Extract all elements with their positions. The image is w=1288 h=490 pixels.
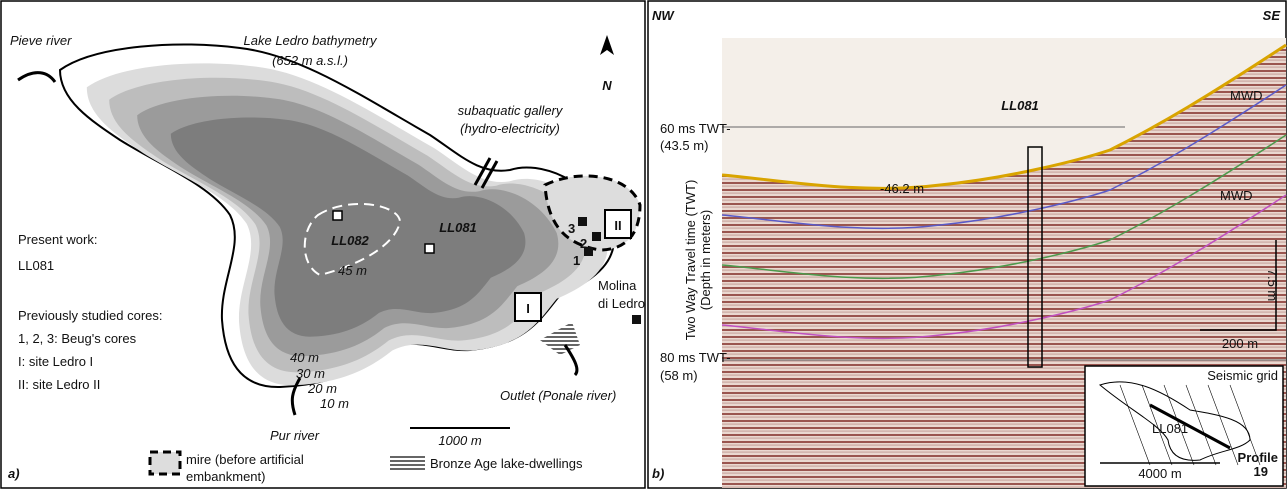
- scale-bars: [1200, 240, 1277, 331]
- scale-label: 1000 m: [438, 433, 482, 448]
- core-marker: [578, 217, 587, 226]
- axis-label: (Depth in meters): [698, 210, 713, 310]
- inset-grid: [1185, 384, 1217, 466]
- note: I: site Ledro I: [18, 354, 93, 369]
- river-arrow: [290, 377, 302, 416]
- core-marker: [332, 210, 343, 221]
- core-marker: [632, 315, 641, 324]
- mire-45m: [303, 202, 402, 277]
- lake-dwellings: [540, 322, 580, 355]
- site-box: [604, 209, 632, 239]
- scale-label: 200 m: [1222, 336, 1258, 351]
- legend-mire: [148, 450, 182, 476]
- note: Present work:: [18, 232, 97, 247]
- label: Outlet (Ponale river): [500, 388, 616, 403]
- site-label: I: [526, 301, 530, 316]
- twt-label: 80 ms TWT-: [660, 350, 731, 365]
- horizon: [721, 134, 1287, 280]
- label: subaquatic gallery: [458, 103, 564, 118]
- legend-dwellings: [390, 456, 425, 470]
- label: (hydro-electricity): [460, 121, 560, 136]
- river-arrow: [563, 344, 579, 377]
- core-number: 2: [580, 236, 587, 251]
- axis-label: Two Way Travel time (TWT): [683, 180, 698, 341]
- town-label: di Ledro: [598, 296, 645, 311]
- horizon: [721, 194, 1287, 340]
- note: II: site Ledro II: [18, 377, 100, 392]
- depth-label: -46.2 m: [880, 181, 924, 196]
- core-marker: [592, 232, 601, 241]
- panel-label: a): [8, 466, 20, 481]
- note: 1, 2, 3: Beug's cores: [18, 331, 137, 346]
- core-label: LL081: [1152, 421, 1188, 436]
- profile-label: Profile: [1238, 450, 1278, 465]
- twt-label: (43.5 m): [660, 138, 708, 153]
- lake-floor: [721, 43, 1287, 190]
- horizon: [721, 84, 1287, 230]
- core-number: 3: [568, 221, 575, 236]
- core-label: LL082: [331, 233, 369, 248]
- inset-grid: [1229, 384, 1261, 466]
- north-label: N: [602, 78, 612, 93]
- legend-text: embankment): [186, 469, 265, 484]
- core-label: LL081: [1001, 98, 1039, 113]
- panel-a-frame: [0, 0, 646, 489]
- core-marker: [584, 247, 593, 256]
- core-label: LL081: [439, 220, 477, 235]
- mwd-label: MWD: [1220, 188, 1253, 203]
- map-subtitle: (652 m a.s.l.): [272, 53, 348, 68]
- inset-grid: [1141, 384, 1173, 466]
- legend-text: Bronze Age lake-dwellings: [430, 456, 583, 471]
- depth-label: 45 m: [338, 263, 367, 278]
- panel-label: b): [652, 466, 664, 481]
- scale-label: 4000 m: [1138, 466, 1181, 481]
- inset-grid: [1119, 384, 1151, 466]
- town-label: Molina: [598, 278, 637, 293]
- twt-label: 60 ms TWT-: [660, 121, 731, 136]
- profile-label: 19: [1254, 464, 1268, 479]
- depth-label: 10 m: [320, 396, 349, 411]
- core-number: 1: [573, 253, 580, 268]
- note: Previously studied cores:: [18, 308, 163, 323]
- depth-label: 40 m: [290, 350, 319, 365]
- bathymetry-contour: [170, 117, 526, 337]
- gallery-mark: [473, 157, 499, 189]
- river-arrow: [17, 71, 57, 83]
- core-marker: [424, 243, 435, 254]
- core-location: [1027, 146, 1043, 368]
- mwd-label: MWD: [1230, 88, 1263, 103]
- label: Pur river: [270, 428, 320, 443]
- inset-title: Seismic grid: [1207, 368, 1278, 383]
- profile-line: [1149, 403, 1231, 450]
- legend-text: mire (before artificial: [186, 452, 304, 467]
- twt-label: (58 m): [660, 368, 698, 383]
- direction: SE: [1263, 8, 1281, 23]
- direction: NW: [652, 8, 675, 23]
- note: LL081: [18, 258, 54, 273]
- site-box: [514, 292, 542, 322]
- inset-grid: [1207, 384, 1239, 466]
- depth-label: 20 m: [307, 381, 337, 396]
- site-label: II: [614, 218, 621, 233]
- depth-label: 30 m: [296, 366, 325, 381]
- label: Pieve river: [10, 33, 72, 48]
- north-arrow: [600, 35, 614, 55]
- inset-grid: [1163, 384, 1195, 466]
- map-title: Lake Ledro bathymetry: [244, 33, 378, 48]
- scale-label: 7.5 m: [1265, 269, 1280, 302]
